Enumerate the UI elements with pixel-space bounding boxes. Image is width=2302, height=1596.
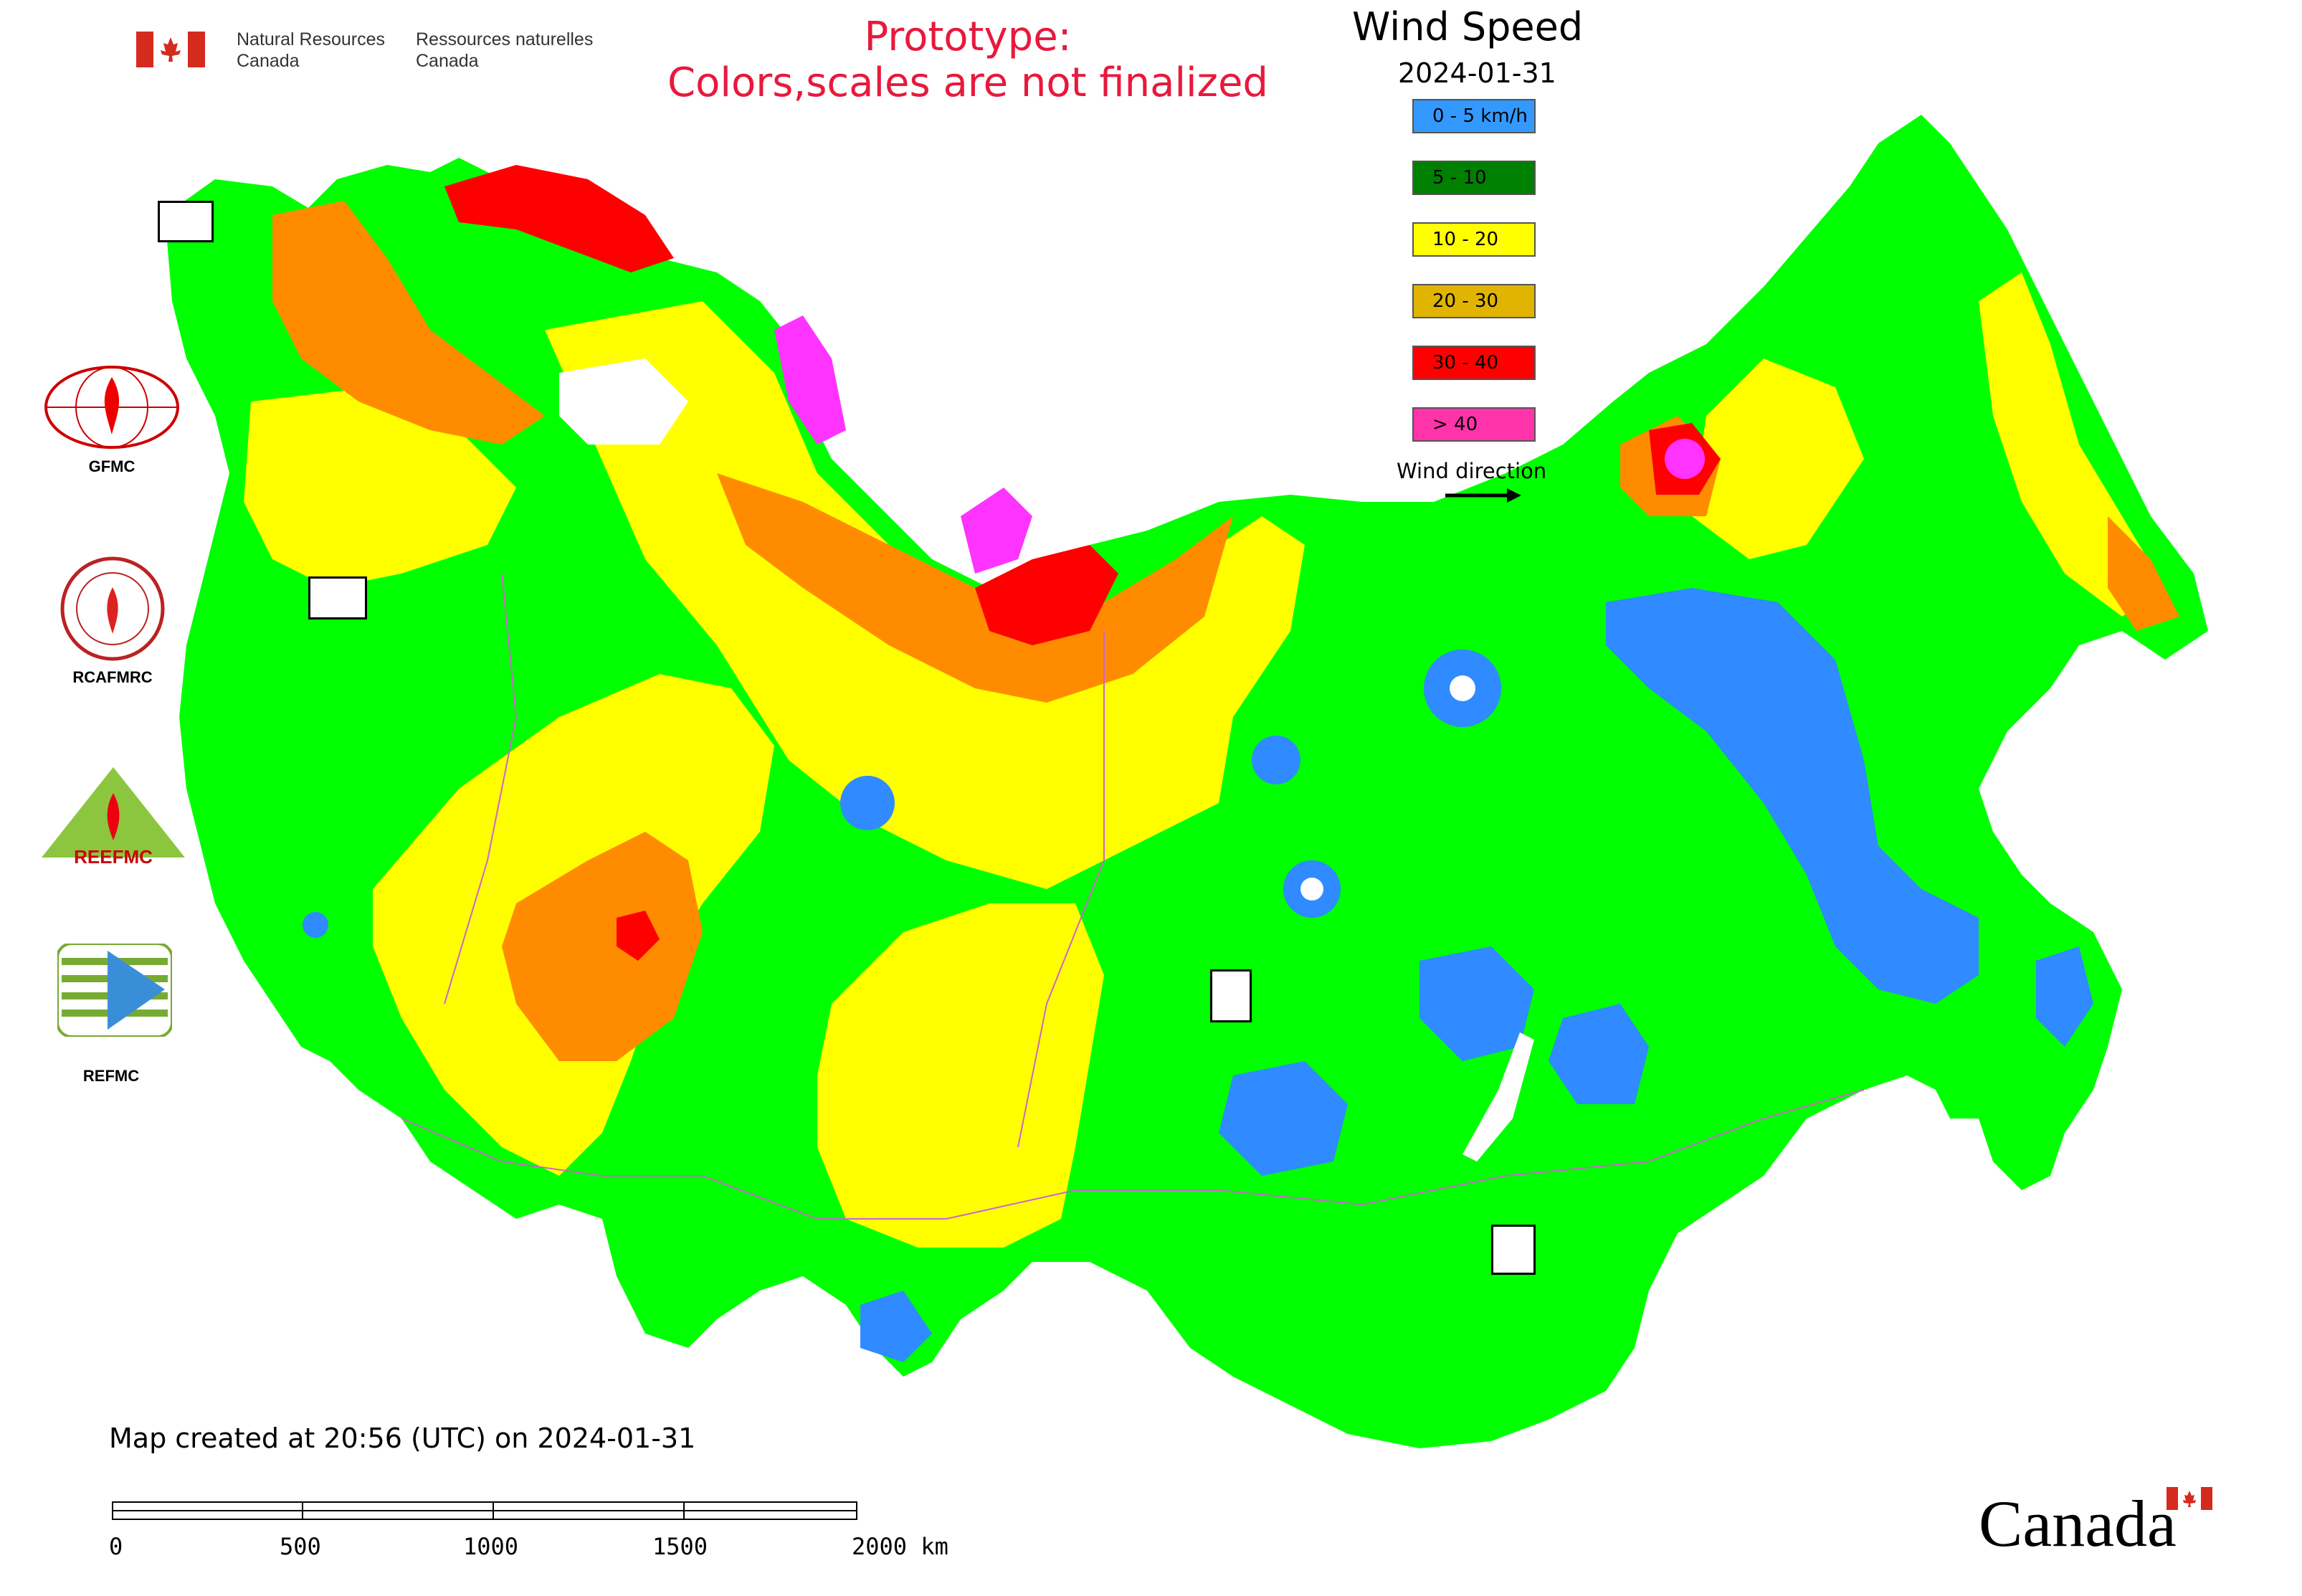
zone-blue-south-1 bbox=[1219, 1061, 1348, 1176]
zone-orange-northwest bbox=[272, 201, 545, 445]
gfmc-globe-icon bbox=[44, 366, 179, 449]
legend-title: Wind Speed bbox=[1352, 4, 1584, 49]
nrcan-fr-line1: Ressources naturelles bbox=[416, 29, 594, 49]
scale-tick-label: 500 bbox=[280, 1533, 321, 1560]
zone-yellow-west bbox=[244, 387, 516, 588]
zone-orange-kamchatka bbox=[2108, 516, 2179, 631]
zone-blue-amur bbox=[2036, 946, 2093, 1047]
nrcan-en-line2: Canada bbox=[237, 51, 300, 71]
scale-bar-graphic bbox=[112, 1501, 857, 1520]
refmc-emblem-icon bbox=[56, 942, 173, 1038]
white-sea bbox=[559, 358, 688, 445]
reefmc-triangle-icon bbox=[42, 767, 185, 858]
prototype-line1: Prototype: bbox=[864, 14, 1072, 60]
zone-blue-central bbox=[1419, 946, 1534, 1061]
reefmc-map-marker bbox=[308, 576, 367, 619]
legend-item: 20 - 30 bbox=[1412, 284, 1536, 318]
scale-tick-label: 0 bbox=[109, 1533, 123, 1560]
map-created-timestamp: Map created at 20:56 (UTC) on 2024-01-31 bbox=[109, 1422, 696, 1454]
rcafmrc-map-marker bbox=[1491, 1225, 1536, 1275]
reefmc-logo bbox=[37, 764, 189, 865]
zone-blue-spot-4 bbox=[840, 776, 895, 830]
canada-wordmark: Canada bbox=[1979, 1486, 2222, 1572]
zone-magenta-ural bbox=[774, 315, 846, 445]
scale-tick-label: 2000 km bbox=[852, 1533, 948, 1560]
zone-orange-central bbox=[502, 832, 703, 1061]
canada-wordmark-text: Canada bbox=[1979, 1487, 2177, 1560]
refmc-logo bbox=[56, 942, 173, 1038]
zone-red-kola bbox=[444, 165, 674, 272]
zone-magenta-chukotka bbox=[1665, 439, 1705, 479]
nrcan-fr-line2: Canada bbox=[416, 51, 479, 71]
rcafmrc-label: RCAFMRC bbox=[72, 668, 153, 686]
wordmark-flag-icon bbox=[2167, 1487, 2212, 1510]
gfmc-map-marker bbox=[158, 201, 214, 242]
prototype-line2: Colors,scales are not finalized bbox=[667, 60, 1268, 106]
nrcan-english: Natural Resources Canada bbox=[237, 29, 385, 72]
legend-item: 0 - 5 km/h bbox=[1412, 99, 1536, 133]
scale-bar bbox=[112, 1501, 857, 1520]
nrcan-en-line1: Natural Resources bbox=[237, 29, 386, 49]
zone-red-yamal bbox=[975, 545, 1118, 645]
wind-direction-arrow-icon bbox=[1445, 488, 1521, 503]
legend-date: 2024-01-31 bbox=[1398, 57, 1556, 89]
legend-item: 10 - 20 bbox=[1412, 222, 1536, 257]
rcafmrc-logo bbox=[59, 555, 166, 662]
canada-flag-icon bbox=[136, 32, 205, 67]
refmc-label: REFMC bbox=[82, 1067, 140, 1085]
scale-tick-label: 1000 bbox=[463, 1533, 519, 1560]
zone-blue-east-siberia bbox=[1606, 588, 1979, 1004]
gfmc-logo bbox=[42, 363, 182, 456]
lake-baikal bbox=[1462, 1032, 1534, 1162]
legend-item: > 40 bbox=[1412, 407, 1536, 442]
rcafmrc-seal-icon bbox=[60, 556, 165, 661]
zone-yellow-east bbox=[1692, 358, 1864, 559]
reefmc-label: REEFMC bbox=[74, 846, 153, 868]
legend-item: 30 - 40 bbox=[1412, 346, 1536, 380]
prototype-notice: Prototype: Colors,scales are not finaliz… bbox=[645, 14, 1290, 106]
legend-item: 5 - 10 bbox=[1412, 161, 1536, 195]
zone-magenta-novaya bbox=[961, 488, 1032, 574]
zone-blue-south-2 bbox=[1549, 1004, 1649, 1104]
refmc-map-marker bbox=[1210, 969, 1252, 1022]
zone-blue-spot-1 bbox=[1252, 736, 1300, 784]
nrcan-logo bbox=[136, 32, 205, 70]
zone-blue-south-3 bbox=[860, 1291, 932, 1362]
zone-blue-spot-5 bbox=[303, 912, 328, 938]
zone-red-west-center bbox=[617, 911, 660, 961]
wind-direction-label: Wind direction bbox=[1397, 459, 1547, 483]
nrcan-french: Ressources naturelles Canada bbox=[416, 29, 593, 72]
zone-yellow-south bbox=[817, 903, 1104, 1248]
scale-tick-label: 1500 bbox=[652, 1533, 708, 1560]
gfmc-label: GFMC bbox=[88, 457, 135, 475]
